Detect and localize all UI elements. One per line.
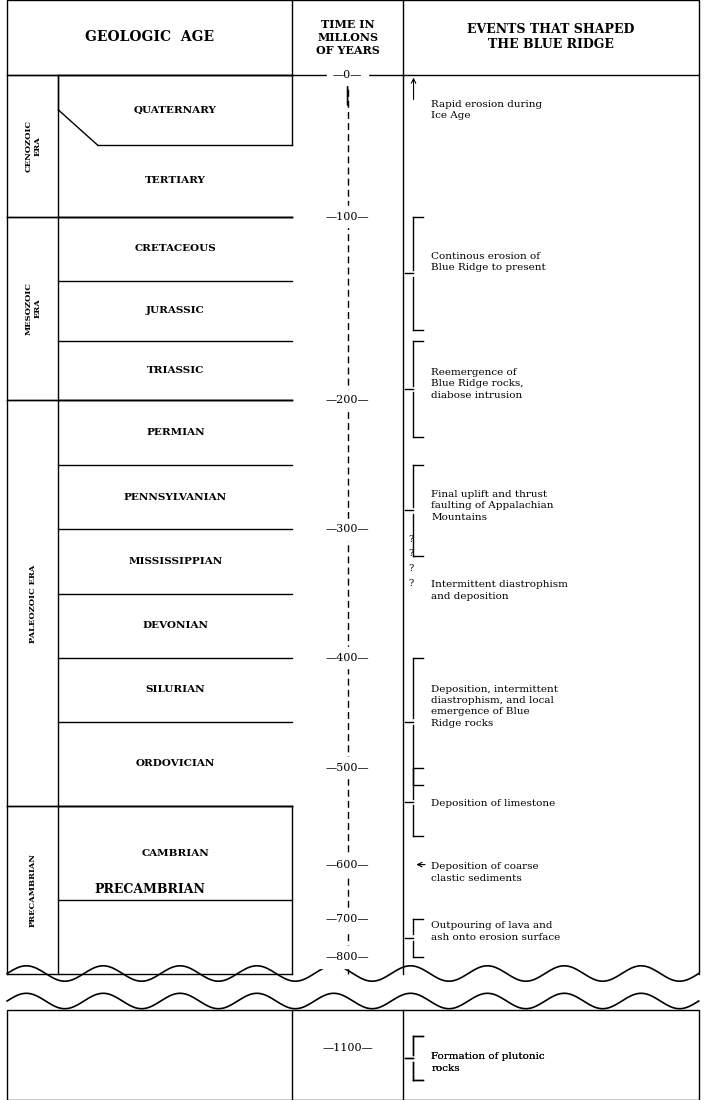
Text: —800—: —800— xyxy=(326,952,369,962)
Text: —500—: —500— xyxy=(326,762,369,773)
Text: ?: ? xyxy=(409,579,414,587)
Text: QUATERNARY: QUATERNARY xyxy=(134,106,217,114)
Text: PALEOZOIC ERA: PALEOZOIC ERA xyxy=(29,564,37,642)
Text: —0—: —0— xyxy=(333,69,362,80)
Text: CENOZOIC
ERA: CENOZOIC ERA xyxy=(24,120,41,172)
Text: PRECAMBRIAN: PRECAMBRIAN xyxy=(29,852,37,927)
Bar xyxy=(7,0,699,75)
Text: PRECAMBRIAN: PRECAMBRIAN xyxy=(94,883,205,896)
Bar xyxy=(7,1010,699,1100)
Text: Deposition, intermittent
diastrophism, and local
emergence of Blue
Ridge rocks: Deposition, intermittent diastrophism, a… xyxy=(431,684,558,728)
Text: MISSISSIPPIAN: MISSISSIPPIAN xyxy=(128,557,222,566)
Text: —200—: —200— xyxy=(326,395,369,406)
Text: Outpouring of lava and
ash onto erosion surface: Outpouring of lava and ash onto erosion … xyxy=(431,922,560,942)
Text: DEVONIAN: DEVONIAN xyxy=(143,621,208,630)
Text: Rapid erosion during
Ice Age: Rapid erosion during Ice Age xyxy=(431,100,543,120)
Text: —700—: —700— xyxy=(326,913,369,924)
Text: Deposition of limestone: Deposition of limestone xyxy=(431,799,555,807)
Text: —100—: —100— xyxy=(326,211,369,222)
Text: MESOZOIC
ERA: MESOZOIC ERA xyxy=(24,282,41,336)
Text: Intermittent diastrophism
and deposition: Intermittent diastrophism and deposition xyxy=(431,581,568,601)
Text: SILURIAN: SILURIAN xyxy=(145,685,205,694)
Text: ORDOVICIAN: ORDOVICIAN xyxy=(135,759,215,769)
Text: Formation of plutonic
rocks: Formation of plutonic rocks xyxy=(431,1053,545,1072)
Text: Formation of plutonic
rocks: Formation of plutonic rocks xyxy=(431,1053,545,1072)
Text: TRIASSIC: TRIASSIC xyxy=(147,366,204,375)
Text: JURASSIC: JURASSIC xyxy=(146,306,205,316)
Text: ?: ? xyxy=(409,535,414,543)
Text: Continous erosion of
Blue Ridge to present: Continous erosion of Blue Ridge to prese… xyxy=(431,252,546,272)
Text: Reemergence of
Blue Ridge rocks,
diabose intrusion: Reemergence of Blue Ridge rocks, diabose… xyxy=(431,367,524,400)
Text: PERMIAN: PERMIAN xyxy=(146,428,205,438)
Text: —400—: —400— xyxy=(326,652,369,663)
Text: TERTIARY: TERTIARY xyxy=(145,176,206,186)
Text: CAMBRIAN: CAMBRIAN xyxy=(141,848,210,858)
Text: ?: ? xyxy=(409,564,414,573)
Text: —1100—: —1100— xyxy=(322,1043,373,1054)
Text: ?: ? xyxy=(409,549,414,558)
Text: TIME IN
MILLONS
OF YEARS: TIME IN MILLONS OF YEARS xyxy=(316,19,379,56)
Text: CRETACEOUS: CRETACEOUS xyxy=(135,244,216,253)
Text: Deposition of coarse
clastic sediments: Deposition of coarse clastic sediments xyxy=(431,862,539,882)
Text: PENNSYLVANIAN: PENNSYLVANIAN xyxy=(124,493,227,502)
Text: EVENTS THAT SHAPED
THE BLUE RIDGE: EVENTS THAT SHAPED THE BLUE RIDGE xyxy=(467,23,635,52)
Text: GEOLOGIC  AGE: GEOLOGIC AGE xyxy=(85,31,215,44)
Text: Final uplift and thrust
faulting of Appalachian
Mountains: Final uplift and thrust faulting of Appa… xyxy=(431,491,554,522)
Text: —600—: —600— xyxy=(326,859,369,870)
Text: —300—: —300— xyxy=(326,524,369,535)
